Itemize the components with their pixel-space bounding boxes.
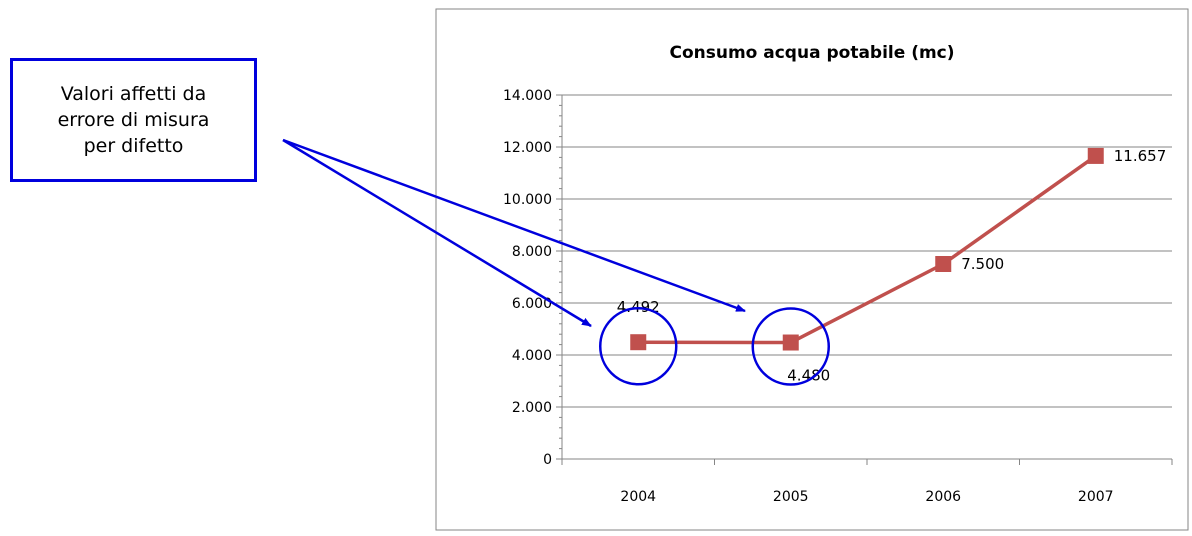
x-tick-label: 2007 [1078, 489, 1114, 505]
annotation-callout-box: Valori affetti da errore di misura per d… [10, 58, 257, 182]
series-consumo [630, 147, 1104, 351]
annotation-line: errore di misura [57, 109, 210, 131]
annotation-line: per difetto [83, 135, 184, 157]
annotation-arrow [282, 138, 746, 313]
y-tick-label: 0 [543, 452, 552, 468]
series-line [638, 154, 1097, 345]
annotation-arrow [282, 138, 592, 328]
data-point-marker [782, 334, 799, 351]
x-tick-label: 2005 [773, 489, 809, 505]
chart-area [435, 8, 1189, 531]
data-label: 7.500 [961, 255, 1004, 273]
annotation-highlight-circle [751, 307, 830, 386]
data-label: 11.657 [1114, 147, 1167, 165]
y-tick-label: 4.000 [512, 348, 552, 364]
y-tick-label: 12.000 [503, 140, 552, 156]
data-point-marker [630, 334, 647, 351]
annotation-highlight-circle [599, 306, 678, 386]
y-tick-label: 8.000 [512, 244, 552, 260]
data-label: 4.480 [787, 367, 830, 385]
axes: 0 2.000 4.000 6.000 8.000 10.000 12.000 14.000 2… [503, 88, 1173, 505]
chart-title: Consumo acqua potabile (mc) [669, 43, 954, 63]
y-tick-label: 6.000 [512, 296, 552, 312]
data-point-marker [1087, 147, 1104, 164]
annotation-line: Valori affetti da [60, 83, 207, 105]
annotation-overlay [282, 138, 830, 386]
y-tick-label: 10.000 [503, 192, 552, 208]
data-point-marker [935, 256, 952, 272]
y-tick-label: 2.000 [512, 400, 552, 416]
x-tick-label: 2006 [925, 489, 961, 505]
x-tick-label: 2004 [620, 489, 656, 505]
y-tick-label: 14.000 [503, 88, 552, 104]
